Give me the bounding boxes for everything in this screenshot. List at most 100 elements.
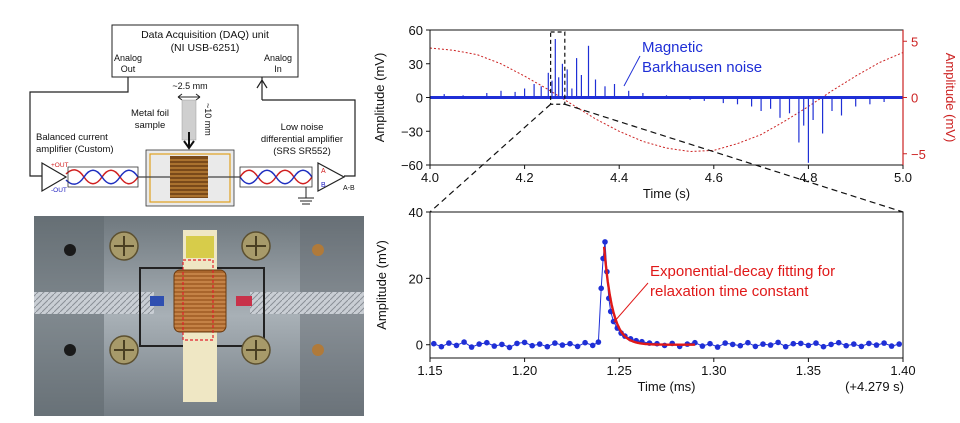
coil-photo (173, 269, 227, 333)
daq-model: (NI USB-6251) (171, 42, 240, 54)
data-point (552, 340, 558, 346)
data-point (559, 342, 566, 348)
data-point (798, 340, 804, 347)
wire-red-right (236, 296, 252, 306)
data-point (873, 342, 880, 348)
data-point (529, 342, 535, 349)
analog-in-label-1: Analog (264, 53, 292, 63)
minus-out-label: -OUT (51, 187, 67, 194)
fit-annotation-pointer (613, 282, 649, 323)
sample-label-2: sample (135, 120, 166, 131)
bottom-x-tick-label: 1.40 (890, 363, 915, 378)
tape-strip-yellow (186, 236, 214, 258)
data-point (752, 343, 759, 350)
data-point (745, 339, 751, 346)
data-point (866, 340, 872, 347)
top-chart: 4.0 4.2 4.4 4.6 4.8 5.0 −60 −30 0 30 60 −5 0 5 Time (s… (372, 23, 958, 201)
sample-arrow (183, 132, 195, 150)
bottom-plot-frame (429, 211, 904, 359)
bottom-y-axis-label: Amplitude (mV) (374, 240, 389, 330)
amp-right-label-2: differential amplifier (261, 134, 343, 145)
top-y-left-tick-label: −60 (401, 158, 423, 173)
data-point (598, 285, 604, 292)
data-point (461, 339, 467, 345)
coil-icon (170, 156, 208, 198)
data-point (714, 344, 721, 350)
top-x-tick-label: 4.4 (610, 170, 628, 185)
amp-left-label-1: Balanced current (36, 132, 108, 143)
right-twisted-blue (239, 169, 313, 185)
left-amplifier-triangle (41, 161, 68, 193)
bottom-y-tick-label: 0 (416, 338, 423, 353)
data-point (476, 341, 483, 347)
data-point (896, 341, 902, 347)
data-point (468, 344, 475, 350)
data-point (589, 342, 596, 349)
top-x-axis-label: Time (s) (643, 186, 690, 201)
device-photo (34, 216, 364, 416)
bottom-chart: 1.15 1.20 1.25 1.30 1.35 1.40 0 20 40 Time (ms) (+… (374, 205, 916, 394)
data-point (699, 343, 706, 349)
data-point (760, 341, 766, 347)
length-dimension: ~10 mm (203, 103, 213, 136)
top-y-right-axis-label: Amplitude (mV) (943, 53, 958, 143)
top-annotation-line-2: Barkhausen noise (642, 59, 762, 76)
wire-in-right (262, 99, 356, 177)
bottom-time-offset-note: (+4.279 s) (845, 379, 904, 394)
screws (109, 231, 271, 365)
sample-holder-outline (149, 153, 231, 203)
bottom-y-tick-label: 20 (409, 271, 423, 286)
data-point (805, 342, 812, 349)
wire-in (256, 77, 268, 100)
width-dimension: ~2.5 mm (172, 81, 207, 91)
data-point (707, 340, 713, 347)
wire-blue-left (150, 296, 164, 306)
in-b-label: B (321, 182, 326, 189)
data-point (737, 342, 744, 349)
analog-out-label-1: Analog (114, 53, 142, 63)
data-point (813, 340, 819, 346)
bottom-x-tick-label: 1.20 (512, 363, 537, 378)
top-y-left-axis-label: Amplitude (mV) (372, 53, 387, 143)
bottom-x-tick-label: 1.15 (417, 363, 442, 378)
data-point (729, 341, 736, 348)
data-point (446, 340, 452, 346)
photo-right-dark (300, 216, 364, 416)
top-y-right-tick-label: −5 (911, 147, 926, 162)
data-point (484, 339, 490, 346)
braided-cable-left (34, 292, 154, 314)
data-point (567, 340, 573, 347)
exponential-fit-curve (602, 246, 695, 346)
zoom-connector-lines (429, 103, 904, 213)
zoom-connector-left (429, 103, 552, 213)
data-point (888, 343, 895, 349)
data-point (506, 344, 513, 351)
bottom-x-tick-label: 1.35 (796, 363, 821, 378)
data-point (602, 239, 608, 245)
daq-title: Data Acquisition (DAQ) unit (141, 29, 269, 41)
data-point (820, 343, 827, 350)
top-y-left-tick-label: 60 (409, 23, 423, 38)
data-connecting-line (433, 241, 900, 348)
zoom-box (550, 31, 566, 105)
red-highlight-box (182, 259, 214, 341)
bottom-y-tick-label: 40 (409, 205, 423, 220)
in-a-label: A (321, 168, 326, 175)
top-x-tick-label: 4.8 (799, 170, 817, 185)
top-x-tick-label: 4.6 (705, 170, 723, 185)
right-amplifier-triangle (317, 161, 346, 193)
right-cable-shield (239, 166, 313, 188)
bottom-x-tick-label: 1.30 (701, 363, 726, 378)
top-y-left-tick-label: −30 (401, 124, 423, 139)
data-point (536, 341, 543, 347)
data-point (828, 341, 834, 348)
out-ab-label: A-B (343, 185, 355, 192)
left-twisted-blue (65, 169, 139, 185)
top-x-tick-label: 4.2 (516, 170, 534, 185)
data-point (431, 340, 437, 347)
width-arrow (177, 93, 201, 101)
top-annotation-line-1: Magnetic (642, 39, 703, 56)
data-point (514, 340, 520, 347)
data-point (491, 343, 498, 349)
